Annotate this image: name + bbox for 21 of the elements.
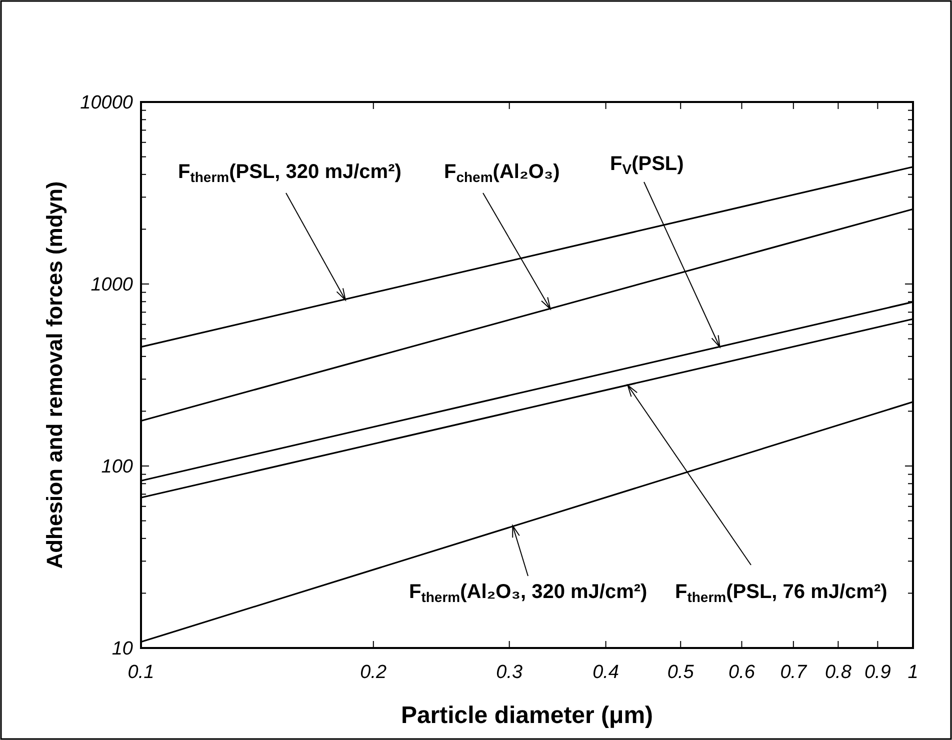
- annotation: F$_{chem}$(Al₂O₃): [444, 161, 560, 186]
- x-tick-label: 0.5: [667, 662, 694, 683]
- x-tick-label: 0.7: [780, 662, 808, 683]
- y-tick-label: 100: [101, 456, 134, 478]
- y-axis-title: Adhesion and removal forces (mdyn): [42, 181, 67, 569]
- x-tick-label: 0.3: [496, 662, 523, 683]
- y-tick-label: 10: [112, 638, 134, 660]
- y-tick-label: 10000: [80, 92, 134, 114]
- y-tick-label: 1000: [90, 274, 134, 296]
- x-axis-title: Particle diameter (μm): [400, 702, 654, 729]
- annotation: F$_{therm}$(PSL, 76 mJ/cm²): [675, 581, 888, 606]
- x-tick-label: 0.8: [824, 662, 852, 683]
- x-tick-label: 0.4: [592, 662, 619, 683]
- x-tick-label: 0.2: [360, 662, 388, 683]
- annotation: F$_{therm}$(Al₂O₃, 320 mJ/cm²): [409, 581, 648, 606]
- annotation: F$_{therm}$(PSL, 320 mJ/cm²): [178, 161, 402, 186]
- x-tick-label: 0.1: [128, 662, 154, 683]
- x-tick-label: 1: [908, 662, 918, 683]
- annotation: F$_{V}$(PSL): [610, 153, 684, 178]
- x-tick-label: 0.9: [864, 662, 892, 683]
- x-tick-label: 0.6: [728, 662, 756, 683]
